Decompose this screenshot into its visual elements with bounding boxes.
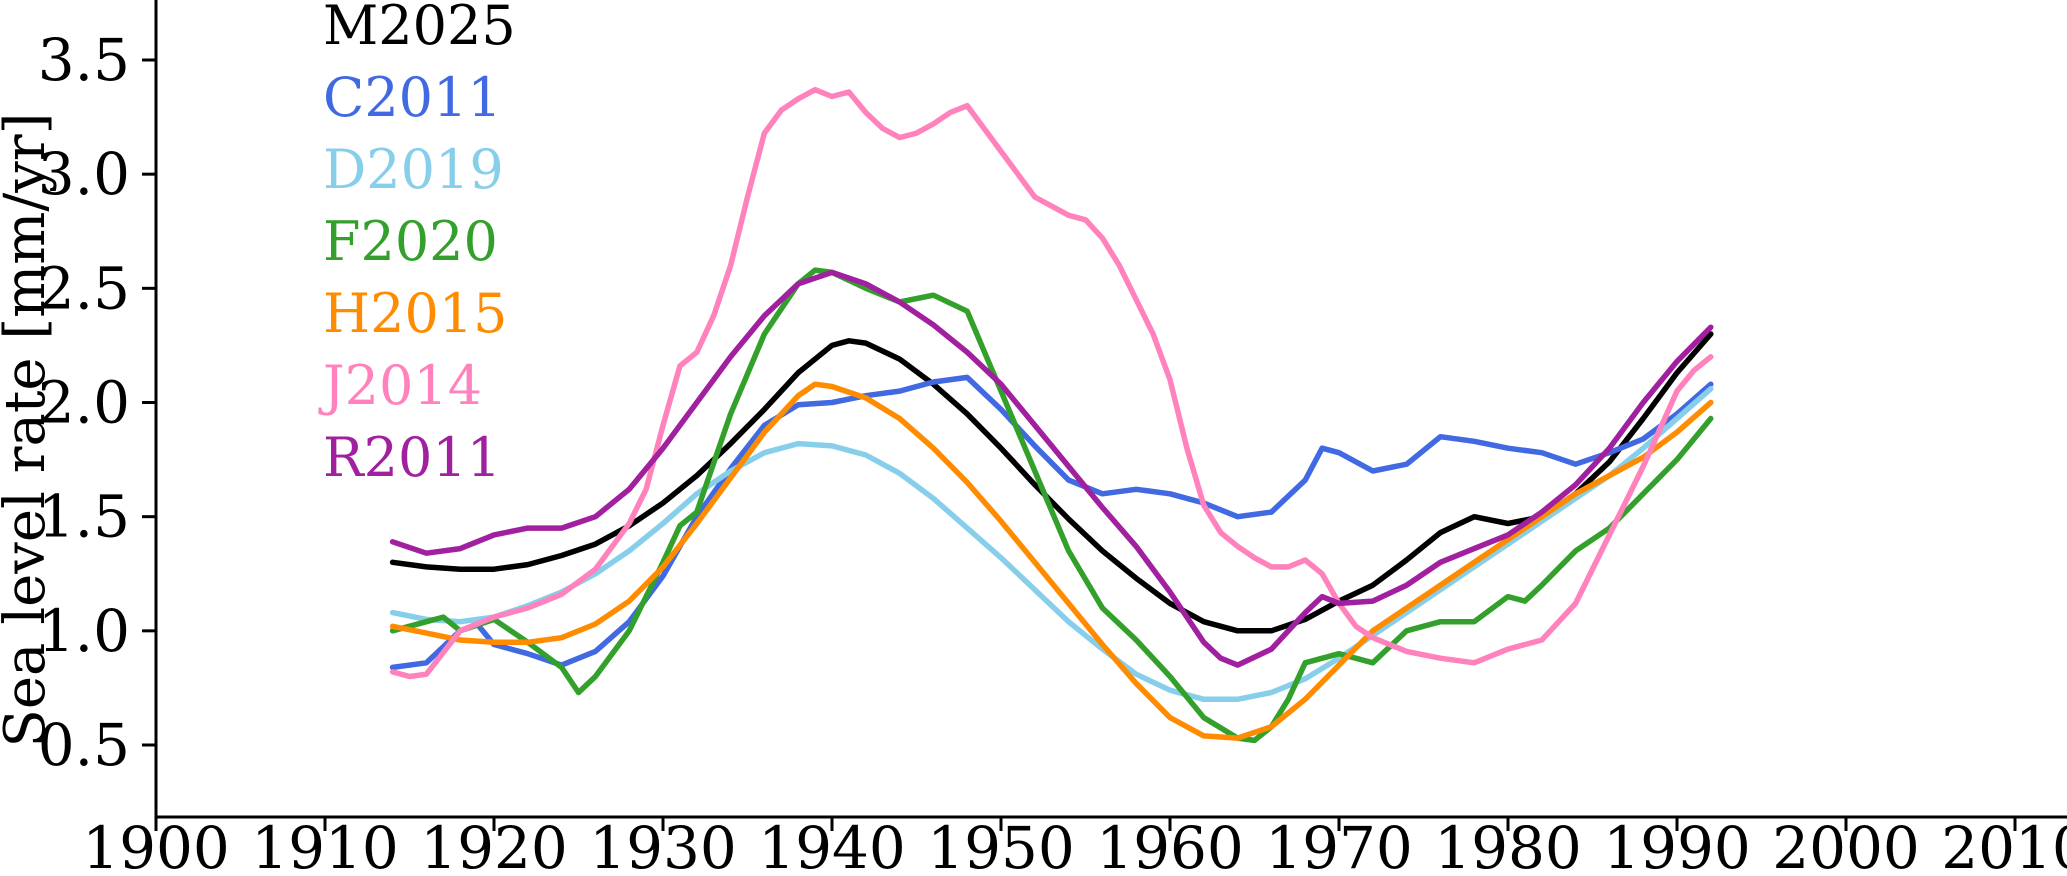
- legend-label-D2019: D2019: [323, 138, 504, 201]
- y-axis-title: Sea level rate [mm/yr]: [0, 112, 58, 747]
- legend-label-H2015: H2015: [323, 282, 508, 345]
- y-tick-label: 1.0: [38, 597, 130, 665]
- series-line-F2020: [389, 267, 1714, 744]
- x-tick-label: 1950: [927, 814, 1075, 876]
- x-tick-label: 1960: [1096, 814, 1244, 876]
- series-line-M2025: [389, 331, 1714, 634]
- series-line-D2019: [389, 386, 1714, 703]
- x-tick-label: 1990: [1603, 814, 1751, 876]
- legend-label-R2011: R2011: [323, 426, 501, 489]
- x-tick-label: 1970: [1265, 814, 1413, 876]
- x-tick-label: 2000: [1772, 814, 1920, 876]
- legend-label-C2011: C2011: [323, 66, 502, 129]
- x-tick-label: 1900: [82, 814, 230, 876]
- x-tick-label: 1930: [589, 814, 737, 876]
- legend-label-M2025: M2025: [323, 0, 516, 57]
- legend-label-F2020: F2020: [323, 210, 498, 273]
- y-tick-label: 2.5: [38, 254, 130, 322]
- series-line-J2014: [389, 86, 1714, 680]
- x-tick-label: 1940: [758, 814, 906, 876]
- legend-label-J2014: J2014: [318, 354, 482, 417]
- y-tick-label: 2.0: [38, 369, 130, 437]
- y-tick-label: 3.5: [38, 26, 130, 94]
- y-tick-label: 3.0: [38, 140, 130, 208]
- y-tick-label: 1.5: [38, 483, 130, 551]
- y-tick-label: 0.5: [38, 711, 130, 779]
- series-line-C2011: [389, 374, 1714, 671]
- series-line-R2011: [389, 269, 1714, 668]
- series-line-H2015: [389, 381, 1714, 741]
- x-tick-label: 1920: [420, 814, 568, 876]
- x-tick-label: 1980: [1434, 814, 1582, 876]
- x-tick-label: 1910: [251, 814, 399, 876]
